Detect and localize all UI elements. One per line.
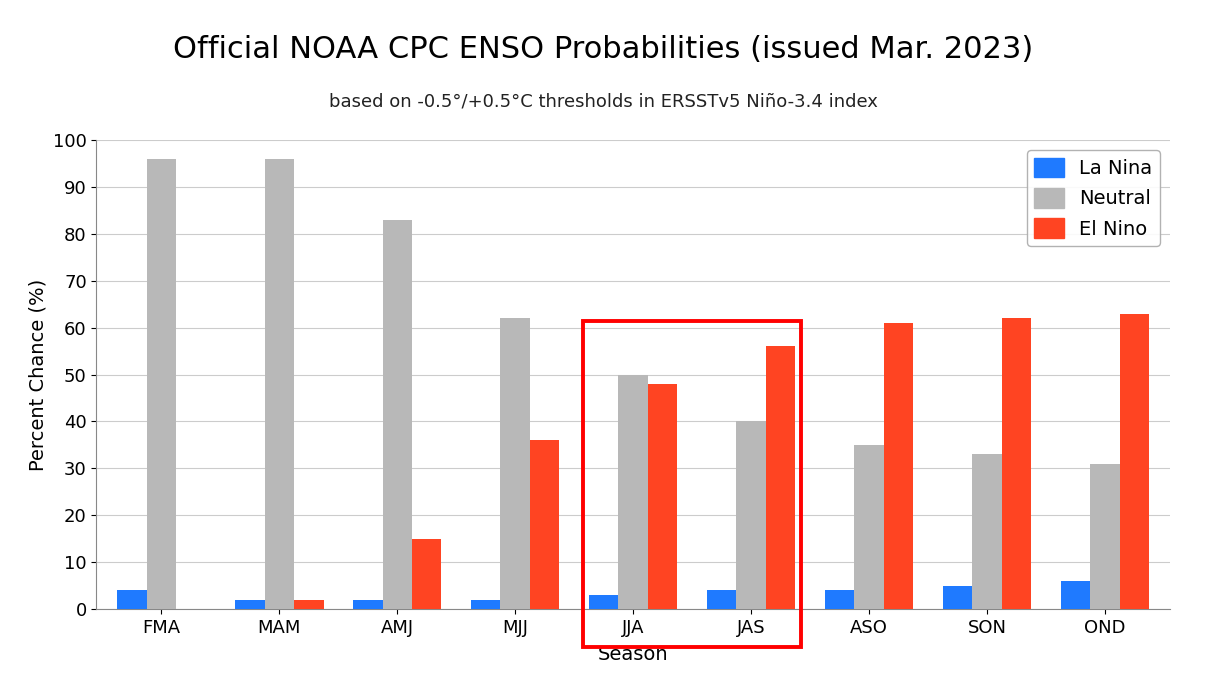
Bar bbox=[707, 590, 737, 609]
Bar bbox=[1119, 314, 1149, 609]
Bar bbox=[1061, 581, 1090, 609]
Bar bbox=[1090, 463, 1119, 609]
Bar bbox=[648, 384, 678, 609]
Bar bbox=[529, 440, 560, 609]
Bar bbox=[264, 159, 294, 609]
Bar bbox=[117, 590, 147, 609]
Bar bbox=[382, 220, 412, 609]
Bar bbox=[582, 321, 801, 647]
Bar bbox=[147, 159, 176, 609]
Bar bbox=[766, 346, 795, 609]
Bar bbox=[589, 595, 619, 609]
Bar bbox=[1002, 318, 1031, 609]
Bar bbox=[825, 590, 854, 609]
Bar bbox=[737, 421, 766, 609]
Text: based on -0.5°/+0.5°C thresholds in ERSSTv5 Niño-3.4 index: based on -0.5°/+0.5°C thresholds in ERSS… bbox=[328, 92, 878, 111]
Bar bbox=[500, 318, 529, 609]
Bar bbox=[412, 539, 441, 609]
Text: Official NOAA CPC ENSO Probabilities (issued Mar. 2023): Official NOAA CPC ENSO Probabilities (is… bbox=[172, 34, 1034, 64]
Y-axis label: Percent Chance (%): Percent Chance (%) bbox=[28, 279, 47, 470]
Bar bbox=[619, 374, 648, 609]
Bar bbox=[854, 445, 884, 609]
Legend: La Nina, Neutral, El Nino: La Nina, Neutral, El Nino bbox=[1026, 150, 1160, 246]
Bar bbox=[472, 600, 500, 609]
Bar bbox=[294, 600, 323, 609]
Bar bbox=[235, 600, 264, 609]
Bar bbox=[972, 454, 1002, 609]
X-axis label: Season: Season bbox=[598, 645, 668, 664]
Bar bbox=[353, 600, 382, 609]
Bar bbox=[884, 323, 913, 609]
Bar bbox=[943, 585, 972, 609]
